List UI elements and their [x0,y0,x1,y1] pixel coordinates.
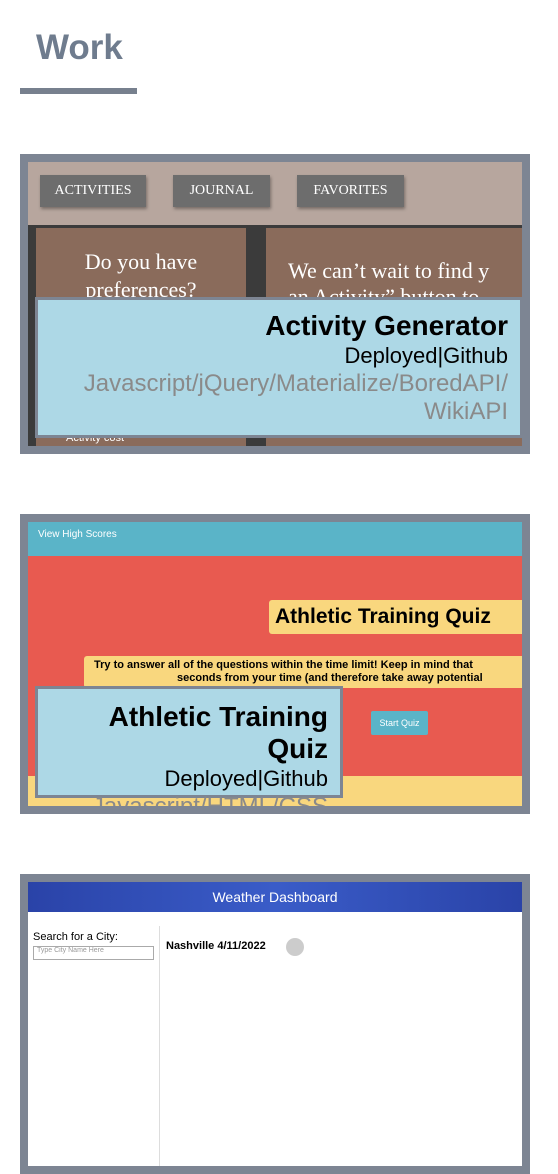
tech-item: jQuery [198,370,270,397]
project-card[interactable]: ACTIVITIES JOURNAL FAVORITES Do you have… [20,154,530,454]
tech-item: CSS [278,793,328,814]
project-links: Deployed|Github [48,765,329,793]
preview-tab: FAVORITES [297,175,404,207]
section-title: Work [36,28,123,67]
page: Work ACTIVITIES JOURNAL FAVORITES Do you… [20,28,530,1174]
preview-button: Start Quiz [371,711,428,735]
weather-icon [286,938,304,956]
project-name: Athletic Training Quiz [108,701,328,764]
link-separator: | [257,766,264,791]
title-underline [20,88,137,94]
project-tech: Javascript/jQuery/Materialize/BoredAPI/W… [48,370,508,426]
project-link[interactable]: Deployed [344,343,438,368]
project-links: Deployed|Github [48,342,509,370]
preview-divider [159,926,160,1166]
preview-text: Search for a City: [33,931,118,943]
preview: Weather Dashboard Search for a City: Typ… [28,882,522,1166]
project-label: Athletic Training Quiz Deployed|Github J… [35,686,343,806]
tech-separator: / [391,370,399,397]
project-name: Activity Generator [265,310,508,341]
preview-text: We can’t wait to find y [288,258,490,283]
tech-item: Javascript [91,793,200,814]
preview-text: seconds from your time (and therefore ta… [177,672,483,684]
preview-tab: JOURNAL [173,175,270,207]
preview-text: Try to answer all of the questions withi… [94,659,473,671]
project-link[interactable]: Github [443,343,508,368]
tech-item: WikiAPI [424,398,508,425]
preview-text: View High Scores [38,529,117,540]
project-tech: Javascript/HTML/CSS [48,793,328,814]
tech-item: Javascript [83,370,192,397]
preview-input: Type City Name Here [33,946,154,960]
tech-separator: / [191,370,199,397]
link-separator: | [437,343,444,368]
tech-separator: / [271,793,279,814]
project-link[interactable]: Github [263,766,328,791]
preview-text: Nashville 4/11/2022 [166,940,266,952]
tech-separator: / [269,370,276,397]
tech-item: HTML [206,793,272,814]
project-card[interactable]: Weather Dashboard Search for a City: Typ… [20,874,530,1174]
preview-tab: ACTIVITIES [40,175,146,207]
project-link[interactable]: Deployed [164,766,258,791]
tech-item: Materialize [275,370,392,397]
preview-nav [28,522,522,556]
preview-heading: Weather Dashboard [28,882,522,912]
tech-separator: / [501,370,508,397]
preview-instructions: Try to answer all of the questions withi… [84,656,522,688]
tech-item: BoredAPI [398,370,502,397]
preview-heading: Athletic Training Quiz [269,600,522,634]
tech-separator: / [199,793,207,814]
project-card[interactable]: View High Scores Athletic Training Quiz … [20,514,530,814]
project-label: Activity Generator Deployed|Github Javas… [35,297,522,438]
